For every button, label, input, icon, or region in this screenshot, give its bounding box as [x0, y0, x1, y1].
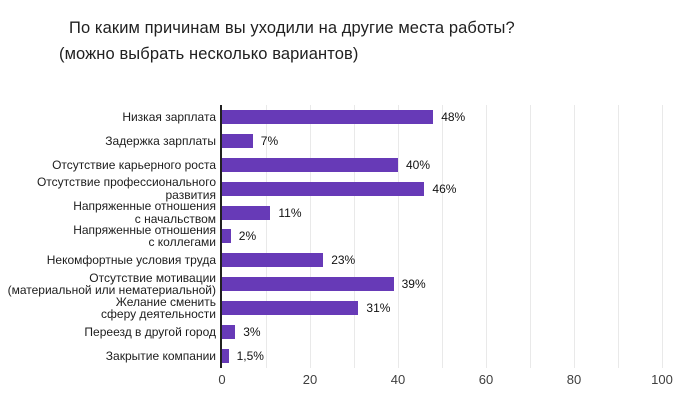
- x-tick-label-20: 20: [302, 372, 318, 387]
- bar-row: 39%: [222, 272, 662, 296]
- bar-row: 31%: [222, 296, 662, 320]
- bar-value-label: 46%: [432, 181, 457, 196]
- bar-value-label: 1,5%: [236, 349, 264, 364]
- gridline-100: [662, 105, 663, 368]
- bar-segment: [222, 181, 425, 196]
- gridline-10: [266, 105, 267, 368]
- category-label: Некомфортные условия труда: [46, 253, 216, 268]
- category-label: Отсутствие профессионального развития: [36, 175, 216, 202]
- bar-row: 7%: [222, 129, 662, 153]
- y-axis-line: [220, 105, 222, 368]
- bar-segment: [222, 205, 271, 220]
- gridline-60: [486, 105, 487, 368]
- category-label: Переезд в другой город: [84, 324, 216, 339]
- x-tick-label-80: 80: [566, 372, 582, 387]
- bar-segment: [222, 109, 434, 124]
- category-label: Закрытие компании: [105, 348, 216, 363]
- bar-segment: [222, 157, 398, 172]
- bar-segment: [222, 301, 359, 316]
- bar-segment: [222, 349, 229, 364]
- bar-row: 23%: [222, 248, 662, 272]
- bar-segment: [222, 133, 253, 148]
- bar-value-label: 2%: [238, 229, 257, 244]
- gridline-30: [354, 105, 355, 368]
- bar-value-label: 40%: [406, 157, 431, 172]
- bar-row: 40%: [222, 153, 662, 177]
- gridline-40: [398, 105, 399, 368]
- category-label: Отсутствие карьерного роста: [52, 157, 216, 172]
- x-tick-label-60: 60: [478, 372, 494, 387]
- category-labels: Низкая зарплата Задержка зарплаты Отсутств…: [0, 105, 216, 368]
- bar-row: 1,5%: [222, 344, 662, 368]
- bar-value-label: 39%: [401, 277, 426, 292]
- bar-value-label: 48%: [441, 109, 466, 124]
- chart-title: По каким причинам вы уходили на другие м…: [69, 19, 515, 37]
- x-tick-label-100: 100: [651, 372, 673, 387]
- title-block: По каким причинам вы уходили на другие м…: [59, 15, 515, 67]
- bar-row: 3%: [222, 320, 662, 344]
- bar-segment: [222, 325, 236, 340]
- x-tick-label-40: 40: [390, 372, 406, 387]
- gridline-70: [530, 105, 531, 368]
- gridline-80: [574, 105, 575, 368]
- category-label: Напряженные отношения с начальством: [73, 199, 216, 226]
- category-label: Низкая зарплата: [122, 109, 216, 124]
- bar-row: 48%: [222, 105, 662, 129]
- bar-value-label: 31%: [366, 301, 391, 316]
- bar-value-label: 3%: [243, 325, 261, 340]
- category-label: Отсутствие мотивации (материальной или н…: [7, 270, 216, 298]
- bar-value-label: 7%: [260, 133, 279, 148]
- gridline-50: [442, 105, 443, 368]
- bar-row: 46%: [222, 177, 662, 201]
- x-tick-label-0: 0: [218, 372, 226, 387]
- gridline-20: [310, 105, 311, 368]
- chart-subtitle: (можно выбрать несколько вариантов): [59, 45, 359, 63]
- x-axis-ticks: 0 20 40 60 80 100: [0, 372, 700, 394]
- bar-row: 2%: [222, 225, 662, 249]
- gridline-90: [618, 105, 619, 368]
- bar-row: 11%: [222, 201, 662, 225]
- category-label: Напряженные отношения с коллегами: [73, 222, 216, 250]
- bar-value-label: 11%: [278, 205, 302, 220]
- bar-value-label: 23%: [331, 253, 356, 268]
- plot-area: 48% 7% 40% 46% 11% 2% 23% 39% 31% 3% 1,5%: [220, 105, 663, 368]
- bar-segment: [222, 229, 231, 244]
- category-label: Желание сменить сферу деятельности: [101, 294, 216, 322]
- category-label: Задержка зарплаты: [105, 133, 216, 148]
- bar-segment: [222, 277, 394, 292]
- bar-segment: [222, 253, 324, 268]
